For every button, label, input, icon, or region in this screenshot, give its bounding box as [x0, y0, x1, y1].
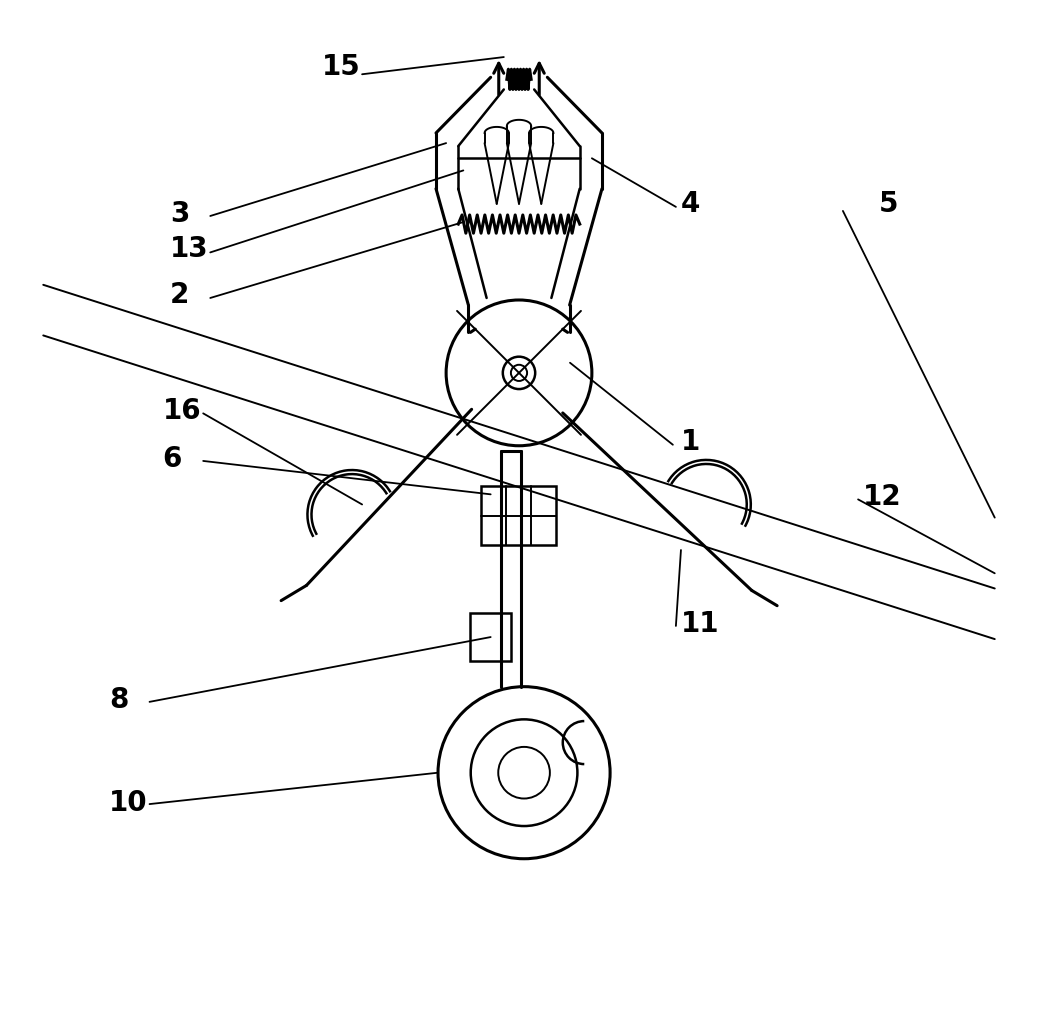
Text: 4: 4	[681, 190, 701, 218]
Text: 11: 11	[681, 610, 719, 637]
Text: 10: 10	[109, 789, 147, 817]
Text: 3: 3	[170, 200, 189, 228]
Bar	[481, 486, 556, 545]
Text: 5: 5	[878, 190, 898, 218]
Text: 15: 15	[322, 53, 360, 81]
Text: 16: 16	[163, 397, 201, 425]
Text: 1: 1	[681, 427, 701, 456]
Text: 2: 2	[170, 281, 189, 309]
Bar	[470, 613, 511, 662]
Text: 12: 12	[864, 483, 902, 512]
Text: 6: 6	[163, 445, 182, 473]
Text: 8: 8	[109, 686, 129, 714]
Text: 13: 13	[170, 235, 209, 263]
